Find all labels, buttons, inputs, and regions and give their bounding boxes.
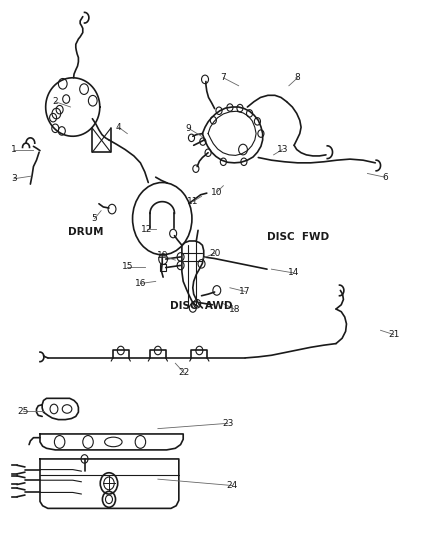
Text: 4: 4 — [116, 123, 121, 132]
Text: 17: 17 — [240, 287, 251, 296]
Text: 10: 10 — [211, 188, 223, 197]
Text: 25: 25 — [18, 407, 29, 416]
Text: 19: 19 — [156, 252, 168, 260]
Text: 8: 8 — [295, 73, 300, 82]
Text: DISC  AWD: DISC AWD — [170, 301, 233, 311]
Text: 3: 3 — [11, 174, 17, 183]
Text: 6: 6 — [382, 173, 388, 182]
Text: 21: 21 — [388, 330, 399, 339]
Text: 5: 5 — [92, 214, 97, 223]
Text: 1: 1 — [11, 145, 17, 154]
Text: 9: 9 — [186, 124, 191, 133]
Text: 22: 22 — [178, 368, 190, 377]
Text: 15: 15 — [122, 262, 133, 271]
Text: 18: 18 — [229, 304, 240, 313]
Text: 11: 11 — [187, 197, 198, 206]
Text: DRUM: DRUM — [68, 227, 103, 237]
Text: DISC  FWD: DISC FWD — [267, 232, 328, 243]
Text: 14: 14 — [287, 269, 299, 277]
Text: 13: 13 — [276, 145, 288, 154]
Bar — [160, 264, 166, 271]
Text: 23: 23 — [222, 419, 233, 428]
Text: 12: 12 — [141, 225, 153, 234]
Text: 24: 24 — [226, 481, 238, 490]
Text: 20: 20 — [209, 249, 220, 258]
Text: 2: 2 — [53, 97, 58, 106]
Text: 16: 16 — [134, 279, 146, 288]
Text: 7: 7 — [220, 73, 226, 82]
